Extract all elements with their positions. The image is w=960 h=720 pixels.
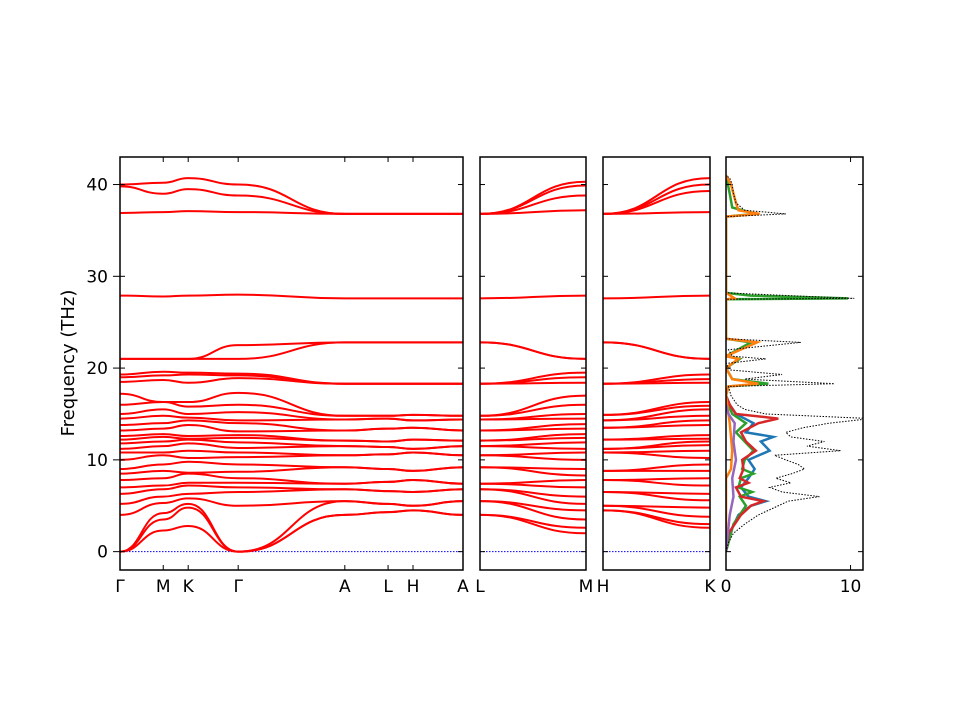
band-line-3-4 (603, 504, 710, 509)
band-line-1-28 (120, 293, 463, 300)
band-line-1-12 (120, 449, 463, 457)
band-line-1-4 (120, 497, 463, 516)
kpoint-label-L: L (383, 577, 393, 597)
band-line-3-22 (603, 401, 710, 416)
band-line-3-32 (603, 177, 710, 215)
kpoint-label-A: A (339, 577, 351, 597)
band-line-2-27 (480, 341, 586, 360)
band-line-3-14 (603, 440, 710, 450)
band-line-2-2 (480, 513, 586, 529)
band-line-3-12 (603, 449, 710, 454)
band-line-1-25 (120, 370, 463, 385)
band-line-2-25 (480, 371, 586, 385)
partial-dos-line-5 (726, 404, 738, 552)
kpoint-label-M: M (579, 577, 594, 597)
band-line-1-20 (120, 408, 463, 422)
kpoint-label-H: H (407, 577, 420, 597)
band-line-1-16 (120, 433, 463, 443)
band-line-2-12 (480, 451, 586, 457)
band-line-1-6 (120, 484, 463, 495)
band-line-3-27 (603, 341, 710, 360)
band-line-1-31 (120, 177, 463, 215)
band-line-3-20 (603, 408, 710, 422)
band-line-3-16 (603, 434, 710, 441)
dos-panel: 0 10 (721, 156, 864, 597)
kpoint-label-K: K (704, 577, 716, 597)
band-line-3-18 (603, 419, 710, 429)
band-line-3-10 (603, 463, 710, 472)
total-dos-line (726, 174, 863, 552)
dos-x-tick-label: 0 (721, 577, 732, 597)
band-line-1-22 (120, 391, 463, 417)
frequency-axis: 0 10 20 30 40 (86, 176, 120, 563)
kpoint-label-K: K (183, 577, 195, 597)
band-line-1-27 (120, 341, 463, 360)
band-line-2-4 (480, 500, 586, 512)
y-tick-label: 0 (97, 543, 108, 563)
band-line-2-18 (480, 423, 586, 432)
y-tick-label: 30 (86, 267, 108, 287)
band-line-2-22 (480, 394, 586, 417)
band-line-2-28 (480, 294, 586, 300)
kpoint-label-Γ: Γ (115, 577, 125, 597)
band-line-2-32 (480, 180, 586, 215)
band-line-1-2 (120, 509, 463, 553)
kpoint-label-Γ: Γ (233, 577, 243, 597)
band-line-3-6 (603, 490, 710, 495)
band-line-2-16 (480, 433, 586, 442)
band-line-2-14 (480, 441, 586, 448)
y-tick-label: 10 (86, 451, 108, 471)
kpoint-label-M: M (156, 577, 171, 597)
y-tick-label: 40 (86, 176, 108, 196)
kpoint-label-L: L (475, 577, 485, 597)
band-line-3-8 (603, 477, 710, 482)
band-line-1-10 (120, 460, 463, 472)
kpoint-label-A: A (457, 577, 469, 597)
kpoint-label-H: H (597, 577, 610, 597)
dos-x-tick-label: 10 (840, 577, 862, 597)
partial-dos-line-3 (726, 395, 779, 552)
band-line-2-20 (480, 412, 586, 421)
band-line-3-28 (603, 294, 710, 300)
band-line-1-18 (120, 419, 463, 432)
band-line-1-8 (120, 472, 463, 485)
partial-dos-line-4 (726, 174, 762, 552)
band-line-2-6 (480, 488, 586, 498)
band-line-2-10 (480, 466, 586, 471)
y-tick-label: 20 (86, 359, 108, 379)
band-line-1-14 (120, 438, 463, 450)
band-line-3-25 (603, 373, 710, 385)
y-axis-label: Frequency (THz) (58, 290, 79, 437)
band-line-2-8 (480, 479, 586, 485)
band-line-3-2 (603, 509, 710, 526)
